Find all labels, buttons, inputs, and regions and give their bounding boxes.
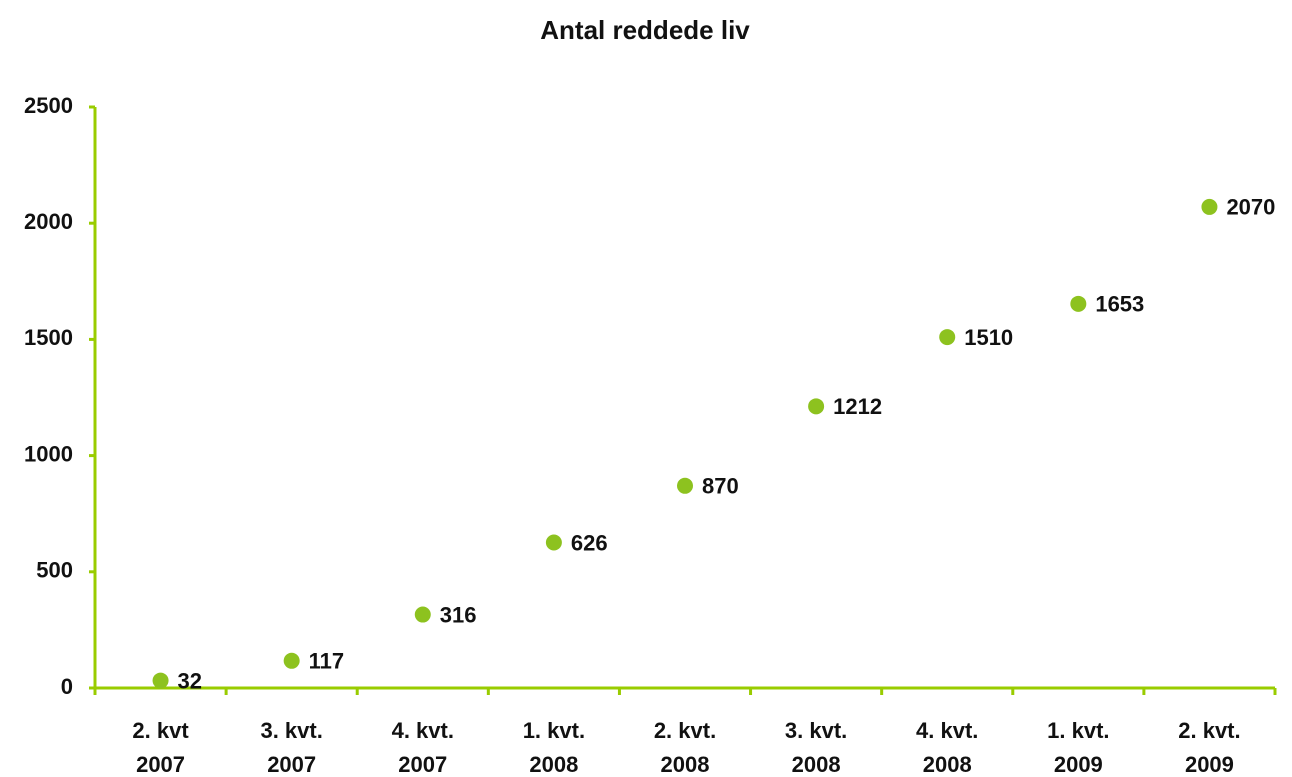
point — [1070, 295, 1087, 312]
point — [283, 652, 300, 669]
point — [414, 606, 431, 623]
value-label: 626 — [571, 530, 608, 555]
value-label: 1510 — [964, 325, 1013, 350]
x-tick-label: 2. kvt. — [654, 718, 716, 743]
point — [939, 329, 956, 346]
value-label: 1212 — [833, 394, 882, 419]
x-tick-label: 2007 — [267, 752, 316, 777]
x-tick-label: 2. kvt — [132, 718, 189, 743]
value-label: 870 — [702, 474, 739, 499]
x-tick-label: 3. kvt. — [260, 718, 322, 743]
y-tick-label: 1500 — [24, 325, 73, 350]
value-label: 32 — [178, 668, 202, 693]
x-tick-label: 4. kvt. — [392, 718, 454, 743]
x-tick-label: 2008 — [923, 752, 972, 777]
x-tick-label: 2007 — [398, 752, 447, 777]
x-tick-label: 3. kvt. — [785, 718, 847, 743]
point — [677, 477, 693, 494]
x-tick-label: 2. kvt. — [1178, 718, 1240, 743]
x-tick-label: 4. kvt. — [916, 718, 978, 743]
x-tick-label: 2009 — [1054, 752, 1103, 777]
value-label: 1653 — [1095, 292, 1144, 317]
y-tick-label: 2500 — [24, 93, 73, 118]
x-tick-label: 1. kvt. — [523, 718, 585, 743]
x-tick-label: 2007 — [136, 752, 185, 777]
chart-title: Antal reddede liv — [540, 15, 750, 45]
point — [808, 398, 825, 415]
point — [1201, 198, 1218, 215]
y-tick-label: 1000 — [24, 441, 73, 466]
point — [545, 534, 562, 551]
point — [152, 672, 169, 689]
x-tick-label: 2008 — [661, 752, 710, 777]
x-tick-label: 1. kvt. — [1047, 718, 1109, 743]
x-tick-label: 2008 — [529, 752, 578, 777]
y-tick-label: 0 — [61, 674, 73, 699]
value-label: 2070 — [1226, 195, 1275, 220]
x-tick-label: 2008 — [792, 752, 841, 777]
value-label: 117 — [309, 649, 345, 674]
y-tick-label: 500 — [36, 558, 73, 583]
x-tick-label: 2009 — [1185, 752, 1234, 777]
value-label: 316 — [440, 602, 477, 627]
y-tick-label: 2000 — [24, 209, 73, 234]
